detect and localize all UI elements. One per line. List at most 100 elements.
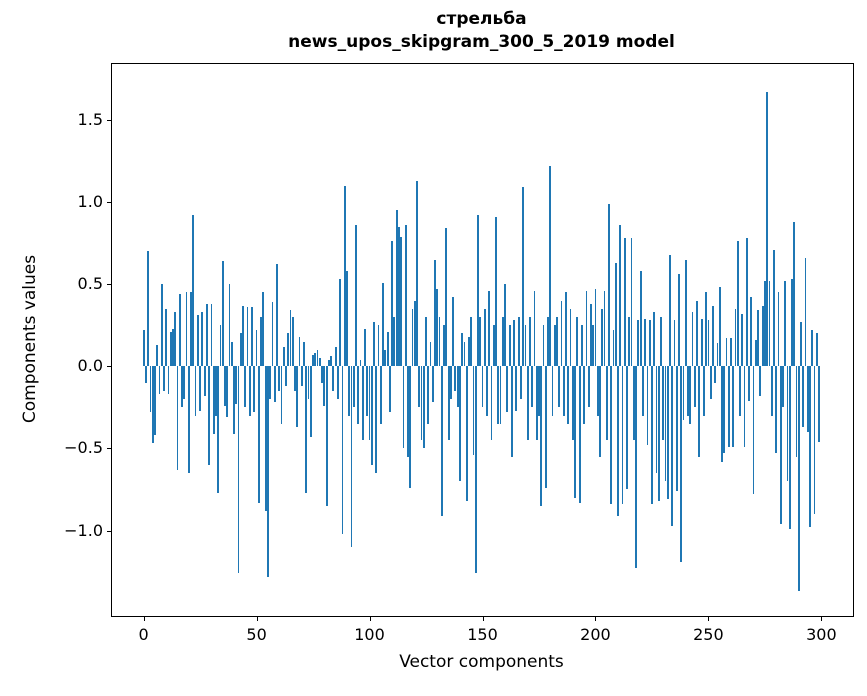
bar [802,366,805,428]
bar [348,366,351,416]
bar [454,366,457,391]
bar [219,325,222,367]
bar [339,279,342,367]
chart-title-block: стрельба news_upos_skipgram_300_5_2019 m… [111,8,852,54]
bar [160,284,163,367]
bar [671,366,674,526]
bar [459,366,461,482]
bar [571,366,574,441]
bar [709,366,712,400]
bar [617,366,619,516]
bar [400,236,403,367]
bar [806,366,809,432]
bar [601,308,604,367]
bar [797,366,800,592]
bar [556,317,558,367]
bar [592,325,595,367]
bar [791,279,793,367]
bar [355,225,357,367]
bar [181,366,183,408]
bar [565,292,567,367]
bar [522,187,525,367]
bar [741,313,744,367]
bar [142,330,145,367]
bar [307,366,310,400]
bar [300,366,303,386]
bar [599,366,601,457]
bar [510,366,513,457]
bar [230,341,233,367]
bar [253,366,256,413]
bar [303,341,305,367]
y-tick-mark [107,530,111,532]
bar [434,259,436,367]
x-tick-mark [143,617,145,621]
bar [391,241,394,367]
bar [784,280,787,367]
bar [257,366,260,503]
chart-subtitle: news_upos_skipgram_300_5_2019 model [288,32,675,52]
bar [770,366,773,416]
bar [657,366,660,501]
bar [427,366,430,424]
bar [210,303,213,367]
bar [574,366,577,498]
bar [144,366,147,383]
x-tick-mark [821,617,823,621]
bar [612,330,615,367]
bar [436,289,439,367]
bar [680,366,683,562]
bar [540,366,543,506]
bar [526,366,529,441]
bar [452,297,455,367]
bar [239,333,242,367]
bar [513,320,516,367]
y-tick-label: 0.5 [77,274,103,294]
bar [388,366,391,413]
bar [804,257,807,367]
bar [614,262,617,367]
bar [325,366,328,506]
bar [393,317,396,367]
bar [497,366,500,424]
bar [470,317,473,367]
bar [483,308,486,367]
bar [529,317,531,367]
chart-title: стрельба [436,9,527,29]
bar [395,210,398,367]
bar [298,336,301,367]
bar [705,292,708,367]
y-tick-label: 1.0 [77,192,103,211]
bar [538,366,540,416]
bar [350,366,353,547]
bar [479,317,482,367]
bar [294,366,296,391]
bar [773,249,775,367]
bar [700,318,703,367]
bar [655,366,658,474]
bar [535,366,538,441]
bar [750,297,753,367]
bar [352,366,355,408]
bar [404,225,407,367]
bar [382,282,384,367]
bar [208,366,211,465]
bar [361,366,364,441]
bar [447,366,450,441]
bar [379,366,382,424]
bar [431,366,434,403]
bar [707,320,710,367]
bar [375,366,378,474]
bar [314,353,317,367]
bar [727,366,730,447]
bar [233,366,235,434]
bar [779,366,782,524]
bar [590,303,592,367]
bar [251,307,253,367]
bar [644,318,647,367]
bar [368,366,371,441]
bar [309,366,312,437]
bar [151,366,154,444]
bar [603,290,606,367]
bar [269,366,272,400]
